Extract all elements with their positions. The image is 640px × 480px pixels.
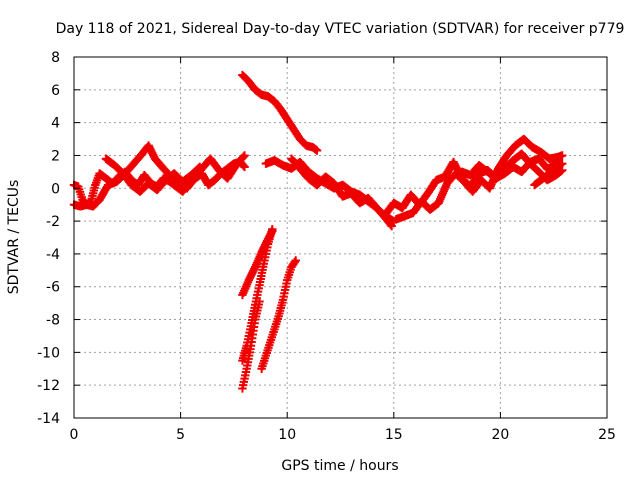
plot-frame (73, 56, 608, 419)
y-tick-label: 6 (51, 83, 60, 99)
series-dip-3 (238, 297, 264, 393)
y-tick-label: -14 (37, 411, 60, 427)
data-point (291, 256, 300, 265)
data-point (268, 226, 277, 236)
x-axis-label: GPS time / hours (281, 458, 398, 474)
series-track-d (238, 70, 322, 155)
x-tick-label: 25 (598, 427, 616, 443)
x-tick-label: 0 (70, 427, 79, 443)
y-tick-label: -4 (46, 247, 60, 263)
data-point (387, 221, 396, 231)
x-tick-label: 15 (385, 427, 403, 443)
series-track-j (530, 161, 565, 190)
y-tick-label: 0 (51, 181, 60, 197)
series-track-i (457, 149, 567, 185)
x-tick-label: 5 (176, 427, 185, 443)
data-point (240, 162, 249, 172)
y-tick-label: -10 (37, 345, 60, 361)
data-point (195, 162, 204, 172)
x-tick-label: 10 (278, 427, 296, 443)
data-point (555, 161, 565, 170)
series-dip-2 (238, 226, 277, 300)
data-points (69, 70, 567, 393)
data-point (558, 151, 567, 160)
data-point (558, 166, 567, 175)
data-point (240, 151, 249, 160)
axis-ticks (73, 56, 608, 419)
y-tick-label: -12 (37, 378, 60, 394)
y-tick-label: 2 (51, 148, 60, 164)
series-dip-4 (257, 256, 300, 373)
x-tick-label: 20 (491, 427, 509, 443)
series-track-c (101, 154, 204, 196)
chart-title: Day 118 of 2021, Sidereal Day-to-day VTE… (56, 21, 625, 37)
data-point (255, 297, 264, 306)
y-tick-label: 8 (51, 50, 60, 66)
data-point (312, 146, 322, 155)
y-tick-label: -2 (46, 214, 60, 230)
data-point (194, 163, 203, 173)
series-track-h (391, 134, 567, 224)
series-track-b (69, 141, 249, 211)
y-tick-labels: -14 -12 -10 -8 -6 -4 -2 0 2 4 6 8 (37, 50, 60, 427)
y-tick-label: -6 (46, 280, 60, 296)
y-axis-label: SDTVAR / TECUs (6, 180, 22, 295)
series-track-f (287, 154, 396, 231)
y-tick-label: 4 (51, 116, 60, 132)
y-tick-label: -8 (46, 313, 60, 329)
x-tick-labels: 0 5 10 15 20 25 (70, 427, 616, 443)
